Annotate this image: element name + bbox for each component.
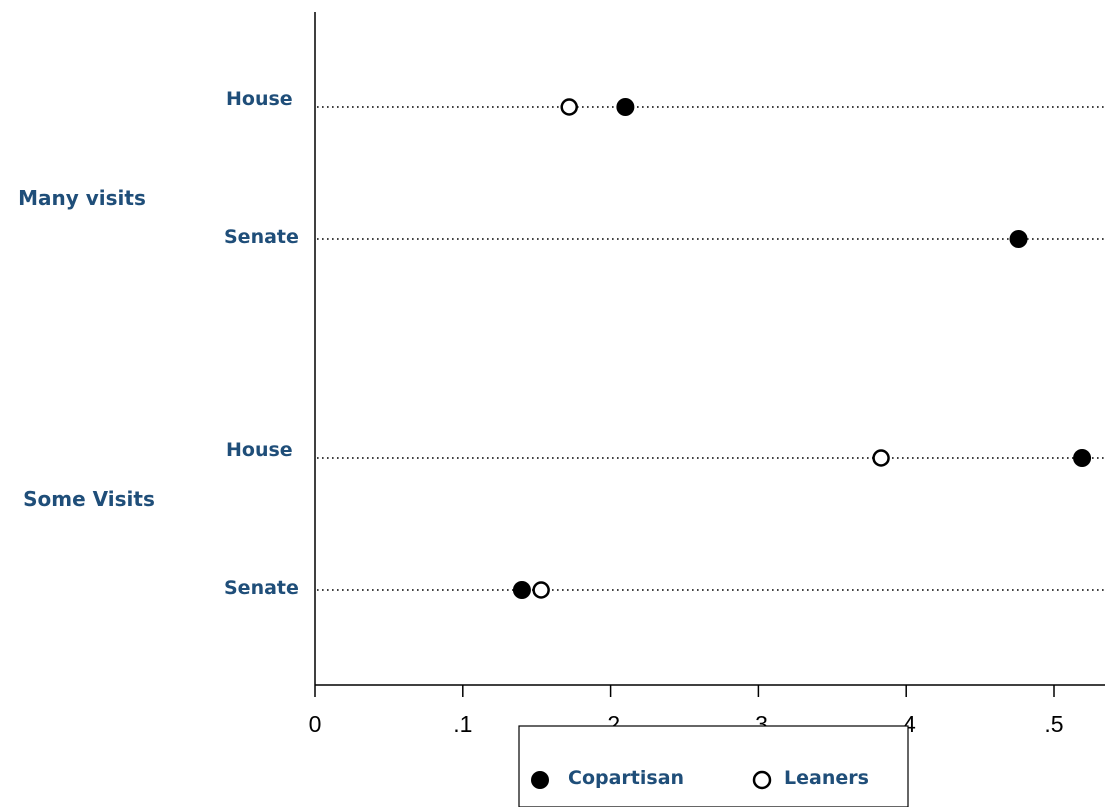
legend-label-leaners: Leaners <box>784 767 869 789</box>
legend-marker-copartisan <box>531 771 549 789</box>
point-leaners <box>560 98 578 116</box>
row-label: House <box>226 439 293 461</box>
points-layer <box>512 98 1092 599</box>
legend-marker-leaners <box>752 770 772 790</box>
group-label: Many visits <box>18 186 146 210</box>
x-tick-label: .1 <box>453 711 472 737</box>
legend-label-copartisan: Copartisan <box>568 767 684 789</box>
x-tick-label: 0 <box>309 711 322 737</box>
rows-layer: Many visits House Senate Some Visits House Se… <box>18 88 1105 599</box>
point-copartisan <box>512 581 531 599</box>
row-label: Senate <box>224 577 299 599</box>
point-copartisan <box>1073 449 1092 467</box>
legend: Copartisan Leaners <box>518 725 909 807</box>
row-label: House <box>226 88 293 110</box>
legend-box <box>518 725 909 807</box>
group-label: Some Visits <box>23 487 155 511</box>
point-leaners <box>872 449 890 467</box>
row-label: Senate <box>224 226 299 248</box>
point-copartisan <box>1009 230 1028 248</box>
point-copartisan <box>616 98 635 116</box>
point-leaners <box>532 581 550 599</box>
x-tick-label: .5 <box>1044 711 1063 737</box>
